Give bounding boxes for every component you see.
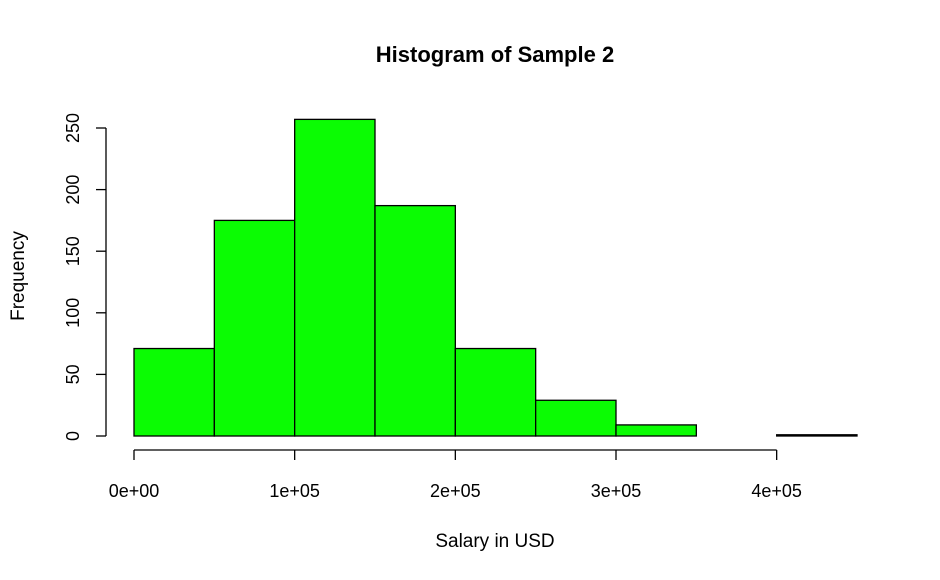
x-tick-label: 3e+05	[591, 481, 642, 501]
y-tick-label: 50	[63, 364, 83, 384]
x-axis: 0e+00 1e+05 2e+05 3e+05 4e+05	[109, 449, 802, 501]
y-tick-label: 100	[63, 298, 83, 328]
y-tick-label: 250	[63, 113, 83, 143]
y-axis-label: Frequency	[8, 231, 29, 321]
y-tick-label: 200	[63, 175, 83, 205]
x-tick-label: 0e+00	[109, 481, 160, 501]
histogram-bar	[615, 424, 697, 437]
x-tick-label: 2e+05	[430, 481, 481, 501]
x-axis-label: Salary in USD	[435, 531, 554, 552]
y-tick-label: 150	[63, 236, 83, 266]
x-tick-label: 4e+05	[751, 481, 802, 501]
histogram-bar	[294, 118, 376, 437]
x-tick-label: 1e+05	[269, 481, 320, 501]
bars-group	[133, 118, 858, 437]
histogram-bar	[535, 399, 617, 437]
chart-title: Histogram of Sample 2	[376, 42, 614, 67]
histogram-bar	[213, 219, 296, 437]
y-axis: 0 50 100 150 200 250	[63, 113, 107, 441]
y-tick-label: 0	[63, 431, 83, 441]
histogram-bar	[374, 204, 456, 437]
histogram-bar	[776, 434, 858, 437]
histogram-bar	[454, 347, 537, 437]
histogram-bar	[133, 347, 215, 437]
